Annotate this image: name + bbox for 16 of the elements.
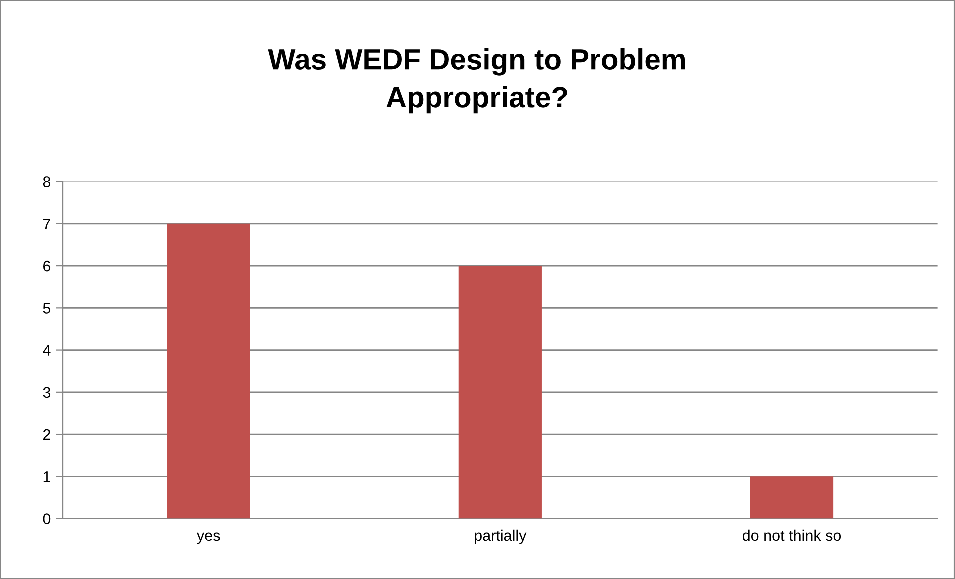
- y-tick-label: 0: [43, 514, 51, 524]
- x-tick-label: partially: [475, 530, 527, 544]
- bar: [750, 476, 834, 519]
- y-tick-label: 5: [43, 303, 51, 314]
- y-tick-label: 4: [43, 345, 51, 356]
- y-tick-label: 2: [43, 429, 50, 440]
- y-tick-label: 7: [44, 218, 50, 230]
- y-tick-label: 8: [43, 176, 51, 188]
- x-tick-label: do not think so: [742, 530, 842, 542]
- bar: [167, 224, 250, 519]
- y-tick-label: 1: [44, 472, 50, 482]
- y-tick-label: 3: [43, 387, 51, 398]
- y-tick-label: 6: [44, 260, 51, 272]
- x-tick-label: yes: [196, 532, 220, 544]
- bar: [458, 266, 542, 519]
- chart-title: Was WEDF Design to Problem Appropriate?: [268, 48, 686, 114]
